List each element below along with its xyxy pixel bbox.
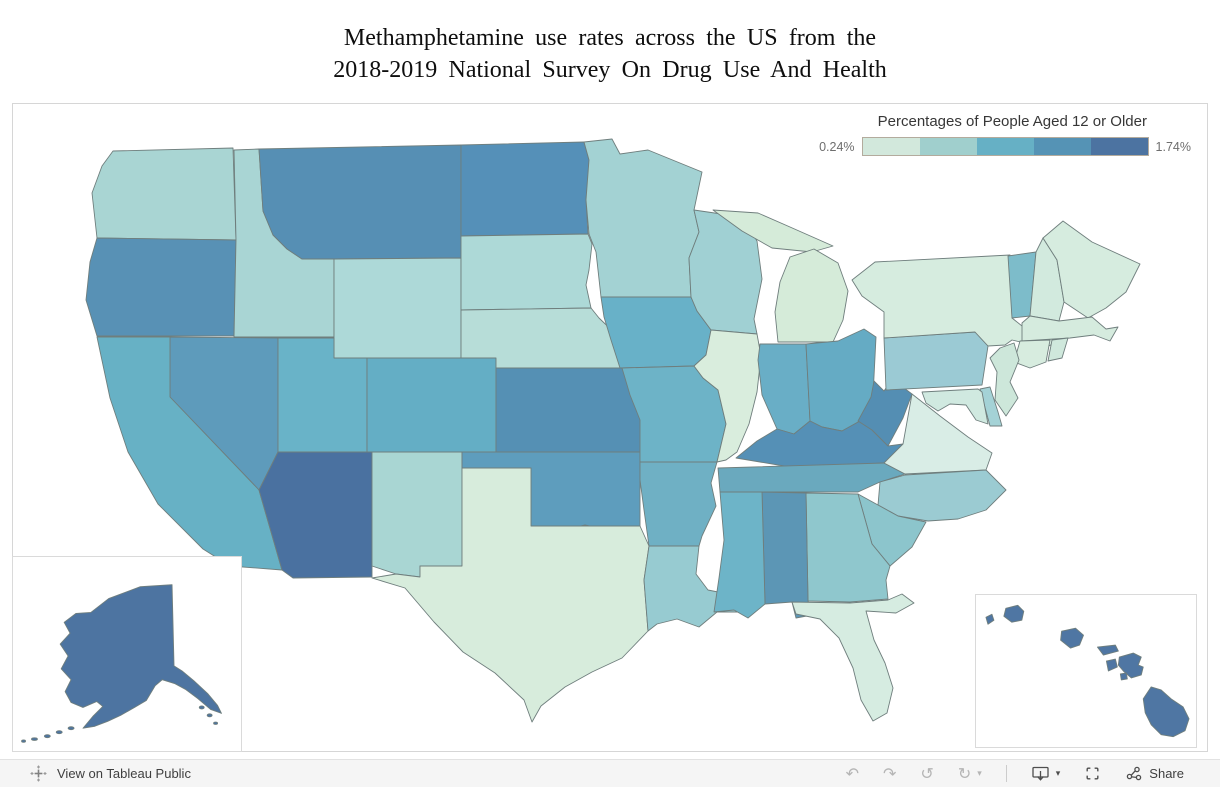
state-nd[interactable]	[460, 141, 590, 237]
state-ma[interactable]	[1021, 315, 1119, 342]
legend-color-ramp	[861, 137, 1149, 156]
state-ak[interactable]	[21, 584, 222, 743]
state-de[interactable]	[979, 386, 1003, 427]
download-button[interactable]: ▾	[1031, 765, 1061, 782]
state-or[interactable]	[85, 237, 237, 337]
state-hi-lanai[interactable]	[1105, 658, 1118, 672]
alaska-inset	[12, 556, 242, 752]
state-ms[interactable]	[713, 491, 766, 619]
state-co[interactable]	[366, 357, 497, 453]
legend-swatch-3	[976, 138, 1034, 155]
refresh-button[interactable]: ↻ ▾	[957, 763, 982, 783]
legend-min-label: 0.24%	[819, 139, 855, 154]
color-legend: Percentages of People Aged 12 or Older 0…	[819, 113, 1191, 156]
state-hi-maui[interactable]	[1117, 652, 1144, 679]
state-hi-kauai[interactable]	[1003, 604, 1025, 623]
share-icon	[1127, 766, 1142, 781]
state-wa[interactable]	[91, 147, 237, 241]
state-ks[interactable]	[495, 367, 647, 453]
state-ak-aleutian-island[interactable]	[43, 734, 51, 739]
us-choropleth-map	[85, 138, 1141, 723]
state-pa[interactable]	[883, 331, 989, 391]
state-mi-upper-peninsula[interactable]	[712, 209, 834, 253]
state-mt[interactable]	[258, 144, 462, 260]
state-hi-oahu[interactable]	[1060, 627, 1084, 649]
state-ga[interactable]	[805, 492, 891, 603]
revert-button[interactable]: ↺	[920, 763, 934, 783]
legend-scale-row: 0.24% 1.74%	[819, 137, 1191, 156]
share-button[interactable]: Share	[1125, 765, 1184, 782]
state-ak-aleutian-island[interactable]	[21, 739, 26, 743]
viz-title-line2: 2018-2019 National Survey On Drug Use An…	[333, 57, 887, 83]
redo-button[interactable]: ↷	[883, 763, 897, 783]
state-fl[interactable]	[791, 593, 915, 722]
toolbar-actions: ↶ ↷ ↺ ↻ ▾ ▾	[846, 765, 1184, 782]
state-ct[interactable]	[1013, 339, 1051, 369]
fullscreen-button[interactable]	[1084, 765, 1101, 782]
hawaii-inset-map	[985, 604, 1190, 738]
legend-swatch-4	[1033, 138, 1091, 155]
viz-title: Methamphetamine use rates across the US …	[0, 22, 1220, 86]
dashboard: Percentages of People Aged 12 or Older 0…	[12, 103, 1208, 752]
legend-max-label: 1.74%	[1155, 139, 1191, 154]
state-tn[interactable]	[717, 462, 906, 493]
legend-swatch-5	[1090, 138, 1148, 155]
state-ak-aleutian-island[interactable]	[67, 726, 75, 731]
legend-swatch-2	[919, 138, 977, 155]
hawaii-inset	[975, 594, 1197, 748]
refresh-icon: ↻	[957, 763, 972, 783]
alaska-inset-map	[21, 584, 222, 743]
state-in[interactable]	[757, 343, 811, 435]
undo-button[interactable]: ↶	[845, 763, 860, 783]
state-ak-southeast-island[interactable]	[206, 713, 213, 718]
legend-title: Percentages of People Aged 12 or Older	[877, 113, 1147, 130]
view-on-tableau-public-button[interactable]: View on Tableau Public	[30, 765, 191, 782]
state-nj[interactable]	[989, 342, 1020, 417]
state-me[interactable]	[1042, 220, 1141, 319]
viz-title-line1: Methamphetamine use rates across the US …	[343, 25, 877, 51]
state-ia[interactable]	[600, 296, 712, 369]
state-hi-big-island[interactable]	[1142, 686, 1190, 738]
state-hi[interactable]	[985, 604, 1190, 738]
refresh-caret-icon[interactable]: ▾	[977, 768, 982, 778]
state-ak-southeast-island[interactable]	[213, 721, 219, 725]
state-wy[interactable]	[333, 257, 462, 359]
state-nm[interactable]	[371, 451, 463, 578]
state-mi-lower-peninsula[interactable]	[774, 248, 849, 343]
state-ak-southeast-island[interactable]	[198, 705, 205, 710]
state-nc[interactable]	[877, 469, 1007, 522]
state-ak-mainland[interactable]	[59, 584, 222, 729]
state-ri[interactable]	[1047, 337, 1069, 362]
state-mi[interactable]	[712, 209, 849, 343]
state-sd[interactable]	[460, 233, 593, 311]
share-label: Share	[1149, 766, 1184, 781]
state-hi-kahoolawe[interactable]	[1119, 672, 1128, 681]
state-md[interactable]	[921, 388, 989, 425]
state-ak-aleutian-island[interactable]	[31, 737, 38, 741]
legend-swatch-1	[862, 138, 920, 155]
state-ar[interactable]	[639, 461, 718, 547]
state-hi-niihau[interactable]	[985, 613, 995, 625]
state-mn[interactable]	[583, 138, 703, 298]
toolbar-divider	[1005, 765, 1007, 782]
state-ak-aleutian-island[interactable]	[55, 730, 63, 735]
view-on-tableau-public-label: View on Tableau Public	[57, 766, 191, 781]
tableau-logo-icon	[30, 765, 47, 782]
state-tx[interactable]	[371, 467, 650, 723]
state-al[interactable]	[761, 491, 813, 619]
tableau-toolbar: View on Tableau Public ↶ ↷ ↺ ↻ ▾ ▾	[0, 759, 1220, 787]
download-caret-icon[interactable]: ▾	[1055, 768, 1061, 778]
download-icon	[1032, 766, 1049, 781]
state-hi-molokai[interactable]	[1097, 644, 1119, 656]
